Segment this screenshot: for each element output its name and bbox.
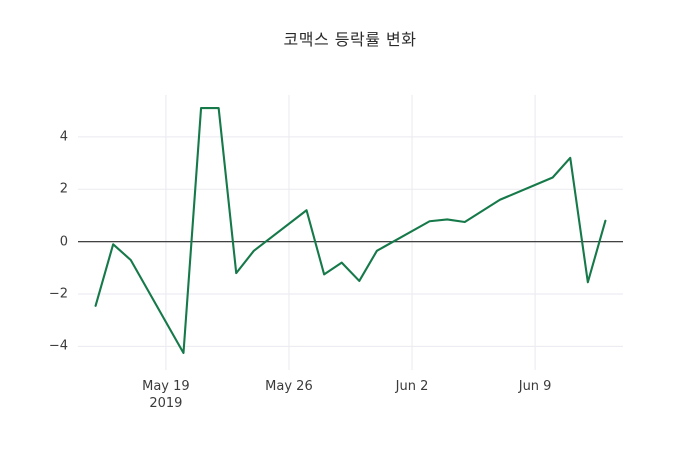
grid-lines-vertical <box>165 95 536 370</box>
x-axis-tick-label-main: Jun 9 <box>518 379 552 394</box>
x-axis-tick-label: Jun 9 <box>519 378 552 395</box>
y-axis-tick-labels: 4 2 0 −2 −4 <box>40 0 68 450</box>
data-series-line <box>94 107 607 355</box>
x-axis-tick-label: May 26 <box>265 378 313 395</box>
x-axis-tick-label: Jun 2 <box>396 378 429 395</box>
y-axis-tick-label: 2 <box>59 181 68 197</box>
plot-area <box>78 95 623 370</box>
chart-title: 코맥스 등락률 변화 <box>283 30 417 49</box>
x-axis-tick-label: May 19 2019 <box>142 378 190 412</box>
y-axis-tick-label: −4 <box>48 338 68 354</box>
x-axis-tick-label-main: Jun 2 <box>395 379 429 394</box>
y-axis-tick-label: −2 <box>48 286 68 302</box>
x-axis-tick-label-main: May 26 <box>265 379 313 394</box>
x-axis-tick-label-main: May 19 <box>142 379 190 394</box>
y-axis-tick-label: 4 <box>59 129 68 145</box>
y-axis-tick-label: 0 <box>59 234 68 250</box>
line-chart-svg <box>78 95 623 370</box>
x-axis-tick-label-year: 2019 <box>149 396 183 411</box>
